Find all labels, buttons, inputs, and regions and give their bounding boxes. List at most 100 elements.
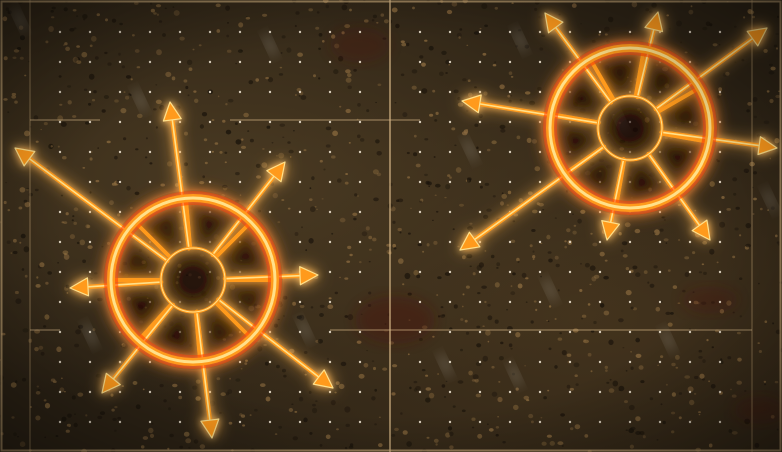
- gravel-stone: [638, 365, 644, 370]
- gravel-stone: [211, 119, 215, 121]
- gravel-stone: [406, 151, 410, 155]
- gravel-stone: [352, 212, 358, 216]
- gravel-stone: [20, 233, 26, 239]
- grid-dot: [268, 330, 272, 334]
- gravel-stone: [442, 314, 446, 317]
- gravel-stone: [33, 115, 39, 121]
- gravel-stone: [763, 48, 768, 53]
- grid-dot: [658, 240, 662, 244]
- gravel-stone: [419, 55, 424, 59]
- gravel-stone: [199, 444, 206, 449]
- gravel-stone: [512, 220, 516, 223]
- gravel-stone: [535, 308, 538, 312]
- gravel-stone: [433, 156, 436, 158]
- gravel-stone: [382, 367, 388, 371]
- gravel-stone: [282, 368, 286, 373]
- gravel-stone: [698, 349, 703, 353]
- gravel-stone: [474, 86, 477, 89]
- grid-dot: [148, 120, 152, 124]
- gravel-stone: [13, 432, 17, 437]
- gravel-stone: [242, 424, 246, 427]
- grid-dot: [628, 300, 632, 304]
- gravel-stone: [44, 314, 50, 320]
- gravel-stone: [74, 413, 76, 416]
- gravel-stone: [303, 351, 308, 354]
- gravel-stone: [262, 13, 268, 17]
- gravel-stone: [571, 3, 577, 8]
- gravel-stone: [479, 27, 482, 30]
- grid-dot: [538, 390, 542, 394]
- gravel-stone: [183, 162, 188, 167]
- grid-dot: [88, 330, 92, 334]
- gravel-stone: [484, 300, 487, 304]
- gravel-stone: [454, 144, 457, 147]
- gravel-stone: [15, 380, 18, 383]
- gravel-stone: [624, 222, 631, 228]
- gravel-stone: [10, 382, 17, 388]
- gravel-stone: [45, 40, 49, 44]
- gravel-stone: [67, 100, 72, 105]
- grid-dot: [238, 90, 242, 94]
- gravel-stone: [757, 342, 760, 344]
- gravel-stone: [155, 126, 158, 129]
- gravel-stone: [731, 431, 738, 435]
- gravel-stone: [622, 347, 625, 349]
- grid-dot: [58, 360, 62, 364]
- gravel-stone: [634, 228, 641, 234]
- gravel-stone: [507, 190, 512, 195]
- gravel-stone: [373, 197, 379, 202]
- grid-dot: [358, 210, 362, 214]
- gravel-stone: [753, 115, 757, 119]
- grid-dot: [118, 360, 122, 364]
- gravel-stone: [331, 155, 336, 159]
- gravel-stone: [214, 142, 219, 145]
- gravel-stone: [554, 255, 559, 260]
- gravel-stone: [774, 138, 780, 144]
- ghost-wisp: [83, 323, 97, 347]
- gravel-stone: [445, 380, 448, 382]
- gravel-stone: [445, 184, 451, 190]
- gravel-stone: [374, 423, 377, 426]
- gravel-stone: [435, 183, 441, 188]
- grid-dot: [58, 420, 62, 424]
- grid-dot: [598, 360, 602, 364]
- gravel-stone: [546, 234, 551, 240]
- arrow-wheel-right[interactable]: [459, 11, 778, 251]
- gravel-stone: [533, 300, 537, 303]
- gravel-stone: [89, 44, 93, 48]
- gravel-stone: [497, 396, 503, 403]
- gravel-stone: [710, 384, 716, 389]
- gravel-stone: [60, 194, 64, 197]
- gravel-stone: [492, 195, 496, 198]
- gravel-stone: [35, 391, 41, 395]
- gravel-stone: [165, 71, 172, 78]
- gravel-stone: [484, 250, 487, 252]
- grid-dot: [268, 60, 272, 64]
- gravel-stone: [347, 73, 352, 78]
- gravel-stone: [684, 256, 690, 260]
- gravel-stone: [375, 101, 377, 104]
- gravel-stone: [730, 388, 732, 391]
- gravel-stone: [347, 245, 352, 250]
- grid-dot: [328, 300, 332, 304]
- gravel-stone: [85, 224, 90, 229]
- grid-dot: [58, 240, 62, 244]
- grid-dot: [688, 360, 692, 364]
- gravel-stone: [202, 175, 205, 179]
- gravel-stone: [463, 129, 469, 134]
- gravel-stone: [572, 213, 574, 215]
- gravel-stone: [150, 8, 155, 13]
- grid-dot: [448, 300, 452, 304]
- gravel-stone: [708, 443, 713, 448]
- gravel-stone: [283, 315, 285, 317]
- gravel-stone: [185, 438, 192, 444]
- gravel-stone: [546, 319, 548, 322]
- gravel-stone: [168, 407, 171, 411]
- gravel-stone: [671, 411, 676, 415]
- gravel-stone: [763, 120, 770, 125]
- gravel-stone: [59, 103, 63, 106]
- gravel-stone: [82, 167, 86, 169]
- gravel-stone: [353, 68, 357, 72]
- gravel-stone: [453, 89, 459, 94]
- grid-dot: [88, 360, 92, 364]
